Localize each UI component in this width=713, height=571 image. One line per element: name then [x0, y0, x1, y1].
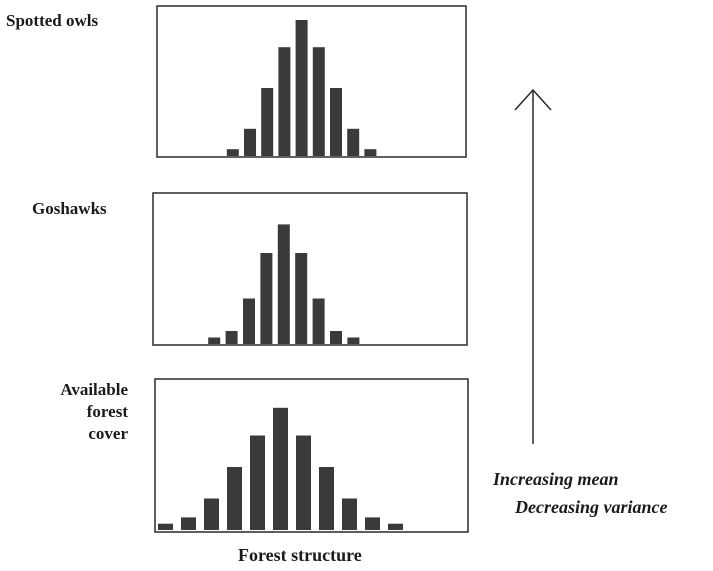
label-spotted-owls: Spotted owls	[6, 11, 99, 30]
bars-forest	[158, 407, 403, 530]
bar-goshawks-4	[208, 337, 221, 344]
label-forest-line1: Available	[60, 380, 128, 399]
bar-owls-10	[312, 47, 325, 157]
bar-goshawks-12	[347, 337, 360, 344]
bar-forest-9	[342, 498, 357, 530]
label-forest-cover: Available forest cover	[40, 379, 128, 445]
label-forest-line3: cover	[88, 424, 128, 443]
bar-goshawks-5	[225, 331, 238, 344]
bar-owls-13	[364, 149, 377, 156]
arrow-text-variance: Decreasing variance	[515, 497, 668, 517]
bar-owls-6	[244, 128, 256, 156]
arrow-text-mean: Increasing mean	[493, 469, 619, 489]
bar-forest-1	[158, 523, 173, 530]
bar-goshawks-9	[295, 253, 308, 344]
bar-goshawks-6	[243, 298, 255, 344]
bars-goshawks	[208, 224, 360, 344]
bar-goshawks-11	[330, 331, 342, 344]
bar-forest-4	[227, 467, 242, 530]
bar-goshawks-10	[312, 298, 325, 344]
x-axis-label: Forest structure	[238, 545, 362, 565]
bar-goshawks-8	[277, 224, 290, 344]
bar-owls-11	[330, 88, 342, 156]
bar-forest-6	[273, 407, 288, 530]
bar-owls-7	[261, 88, 274, 156]
panel-frame-owls	[156, 5, 467, 158]
bar-forest-11	[388, 523, 403, 530]
bar-goshawks-7	[260, 253, 273, 344]
panel-frame-goshawks	[152, 192, 468, 346]
bar-forest-5	[250, 435, 265, 530]
bar-forest-8	[319, 467, 334, 530]
bars-owls	[226, 20, 377, 157]
bar-owls-5	[226, 149, 239, 156]
bar-forest-10	[365, 517, 380, 530]
panel-frame-forest	[154, 378, 469, 533]
label-goshawks: Goshawks	[32, 199, 107, 218]
bar-forest-3	[204, 498, 219, 530]
label-forest-line2: forest	[86, 402, 128, 421]
bar-owls-9	[295, 20, 308, 156]
bar-owls-12	[347, 128, 360, 156]
bar-forest-7	[296, 435, 311, 530]
bar-owls-8	[278, 47, 291, 157]
bar-forest-2	[181, 517, 196, 530]
trend-arrow-head	[514, 88, 552, 111]
